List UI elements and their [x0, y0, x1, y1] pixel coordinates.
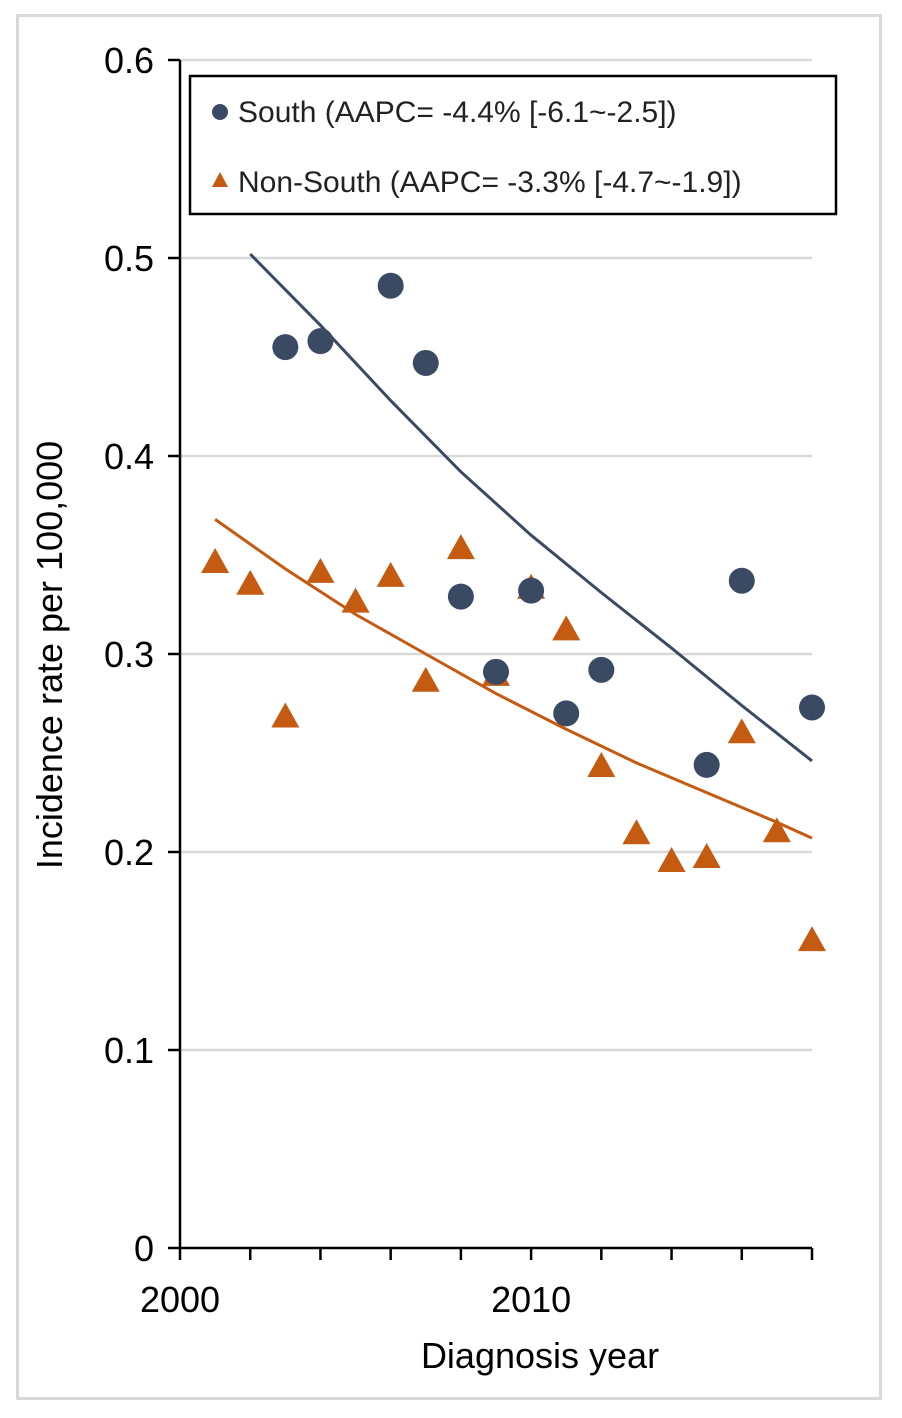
point-non-south	[446, 534, 475, 560]
legend-marker-non-south	[212, 172, 228, 187]
point-south	[307, 328, 334, 355]
point-south	[377, 272, 404, 299]
axes: 0 0.1 0.2 0.3 0.4 0.5 0.6 2000 2010	[104, 40, 814, 1320]
legend-label-south: South (AAPC= -4.4% [-6.1~-2.5])	[238, 96, 677, 129]
x-axis-title: Diagnosis year	[421, 1335, 659, 1376]
trend-line-south	[249, 252, 813, 763]
x-tick-label: 2010	[491, 1279, 571, 1320]
point-south	[272, 334, 299, 361]
point-non-south	[692, 843, 721, 869]
point-south	[518, 577, 545, 604]
y-tick-label: 0.2	[104, 832, 154, 873]
y-tick-label: 0.6	[104, 40, 154, 81]
y-axis-title: Incidence rate per 100,000	[29, 441, 70, 869]
point-non-south	[271, 702, 300, 728]
legend-box	[188, 74, 838, 216]
point-non-south	[376, 561, 405, 587]
point-non-south	[306, 557, 335, 583]
point-non-south	[341, 587, 370, 613]
point-non-south	[411, 666, 440, 692]
point-non-south	[727, 718, 756, 744]
legend-label-non-south: Non-South (AAPC= -3.3% [-4.7~-1.9])	[238, 166, 742, 199]
y-tick-label: 0.5	[104, 238, 154, 279]
y-tick-label: 0.3	[104, 634, 154, 675]
legend: South (AAPC= -4.4% [-6.1~-2.5]) Non-Sout…	[188, 74, 838, 216]
x-tick-label: 2000	[140, 1279, 220, 1320]
point-non-south	[657, 847, 686, 872]
y-tick-label: 0.4	[104, 436, 154, 477]
point-south	[588, 656, 615, 683]
point-non-south	[201, 548, 230, 573]
point-south	[553, 700, 580, 727]
point-south	[799, 694, 825, 721]
chart-frame	[16, 14, 882, 1400]
data-points	[201, 272, 826, 952]
point-south	[412, 349, 439, 376]
point-non-south	[552, 615, 581, 641]
point-south	[728, 567, 755, 594]
point-south	[483, 658, 509, 685]
y-tick-label: 0	[134, 1228, 154, 1269]
point-south	[447, 583, 474, 610]
y-tick-label: 0.1	[104, 1030, 154, 1071]
point-south	[693, 751, 720, 778]
trend-line-non-south	[214, 518, 813, 840]
point-non-south	[622, 819, 651, 845]
point-non-south	[587, 751, 616, 777]
point-non-south	[798, 926, 826, 952]
point-non-south	[236, 569, 265, 595]
legend-marker-south	[212, 104, 228, 120]
trend-lines	[214, 252, 813, 840]
point-non-south	[762, 817, 791, 843]
